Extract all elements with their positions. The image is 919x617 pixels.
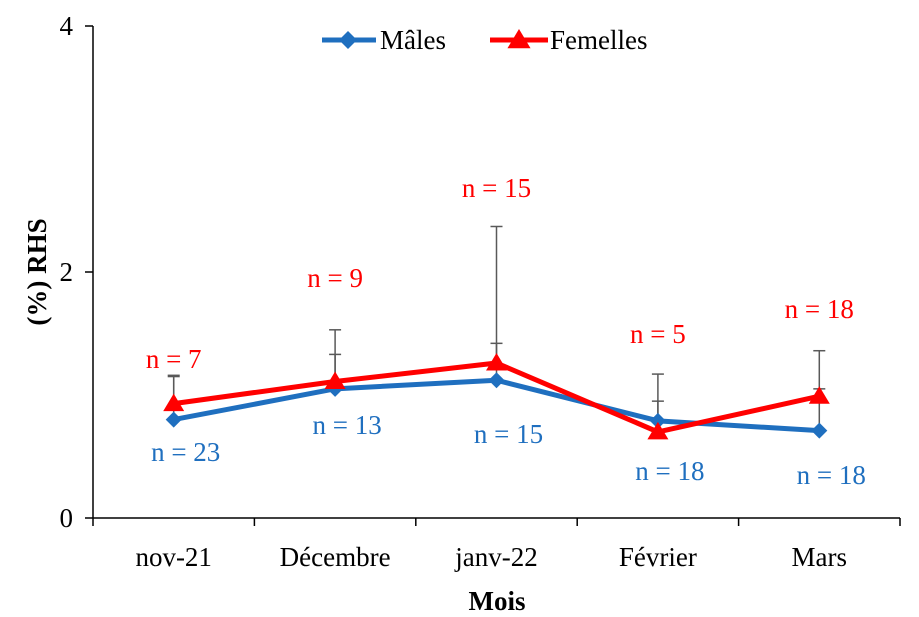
y-axis-ticks: 0 2 4 bbox=[60, 11, 93, 533]
n-label-0-3: n = 18 bbox=[635, 456, 704, 486]
x-tick-label-0: nov-21 bbox=[135, 542, 212, 572]
n-label-1-2: n = 15 bbox=[462, 173, 531, 203]
point-1-2 bbox=[486, 353, 507, 371]
y-axis-title: (%) RHS bbox=[22, 218, 52, 325]
series-lines bbox=[163, 353, 830, 440]
y-tick-label-0: 0 bbox=[60, 503, 74, 533]
x-tick-label-2: janv-22 bbox=[454, 542, 537, 572]
sample-size-labels: n = 23 n = 13 n = 15 n = 18 n = 18 n = 7 n = 9… bbox=[146, 173, 866, 490]
x-tick-label-4: Mars bbox=[792, 542, 848, 572]
point-1-4 bbox=[808, 386, 830, 404]
n-label-0-2: n = 15 bbox=[474, 419, 543, 449]
legend-label-males: Mâles bbox=[380, 25, 446, 55]
point-1-1 bbox=[324, 371, 346, 389]
x-axis-ticks: nov-21 Décembre janv-22 Février Mars bbox=[92, 518, 901, 572]
point-0-4 bbox=[811, 422, 828, 439]
legend-marker-females bbox=[507, 29, 531, 49]
legend-label-females: Femelles bbox=[550, 25, 647, 55]
legend: Mâles Femelles bbox=[322, 25, 647, 55]
point-1-0 bbox=[163, 393, 185, 412]
n-label-1-0: n = 7 bbox=[146, 344, 202, 374]
point-0-0 bbox=[165, 411, 182, 428]
x-tick-label-3: Février bbox=[619, 542, 697, 572]
x-tick-label-1: Décembre bbox=[280, 542, 391, 572]
n-label-0-1: n = 13 bbox=[312, 410, 381, 440]
y-tick-label-1: 2 bbox=[60, 257, 74, 287]
n-label-1-3: n = 5 bbox=[630, 319, 686, 349]
point-0-3 bbox=[649, 412, 666, 429]
point-1-3 bbox=[647, 421, 669, 440]
n-label-0-0: n = 23 bbox=[151, 437, 220, 467]
legend-marker-males bbox=[339, 31, 357, 49]
n-label-1-1: n = 9 bbox=[307, 263, 363, 293]
x-axis-title: Mois bbox=[469, 586, 526, 616]
n-label-1-4: n = 18 bbox=[785, 294, 854, 324]
point-0-2 bbox=[488, 372, 505, 389]
n-label-0-4: n = 18 bbox=[797, 460, 866, 490]
y-tick-label-2: 4 bbox=[60, 11, 74, 41]
